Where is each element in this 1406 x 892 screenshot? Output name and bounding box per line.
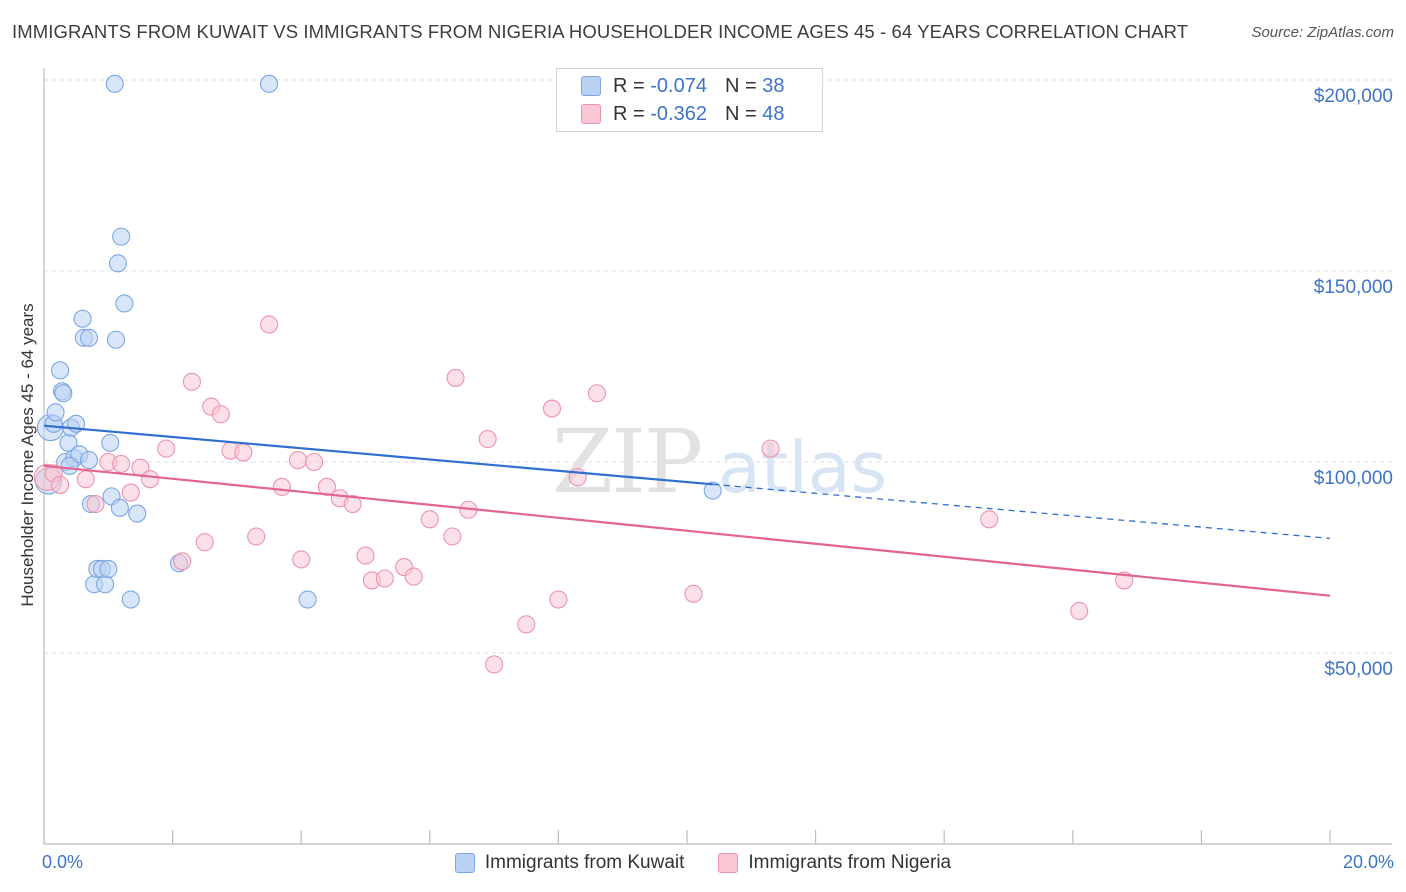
kuwait-point-20 — [96, 575, 115, 594]
nigeria-point-15 — [211, 405, 230, 424]
nigeria-n-label: N = — [724, 102, 757, 125]
kuwait-trend-line — [43, 424, 713, 486]
kuwait-point-36 — [79, 451, 99, 470]
kuwait-point-37 — [60, 456, 79, 475]
nigeria-point-39 — [542, 399, 562, 418]
nigeria-point-12 — [182, 372, 201, 391]
kuwait-n-label: N = — [724, 74, 757, 97]
nigeria-point-21 — [288, 451, 308, 470]
nigeria-point-32 — [420, 510, 439, 529]
nigeria-legend-swatch — [718, 853, 739, 873]
nigeria-point-17 — [234, 443, 253, 462]
nigeria-point-44 — [761, 439, 780, 458]
kuwait-r-value: -0.074 — [650, 74, 707, 97]
nigeria-point-27 — [356, 546, 375, 565]
nigeria-point-23 — [305, 452, 324, 472]
nigeria-point-33 — [443, 527, 462, 546]
y-tick-label-50000: $50,000 — [1324, 659, 1393, 680]
nigeria-trend-line — [43, 464, 1331, 597]
kuwait-point-34 — [298, 590, 317, 609]
legend-item-nigeria[interactable]: Immigrants from Nigeria — [718, 852, 951, 874]
nigeria-point-10 — [157, 439, 176, 458]
kuwait-point-30 — [121, 590, 140, 609]
nigeria-point-40 — [549, 590, 568, 609]
kuwait-legend-label: Immigrants from Kuwait — [484, 852, 685, 873]
nigeria-point-29 — [375, 569, 394, 588]
kuwait-point-4 — [51, 361, 70, 380]
kuwait-swatch — [581, 76, 601, 96]
nigeria-point-36 — [478, 430, 497, 449]
nigeria-point-26 — [343, 494, 362, 514]
nigeria-point-45 — [980, 510, 999, 529]
x-tick-label-min: 0.0% — [42, 852, 84, 872]
nigeria-point-31 — [404, 567, 423, 586]
kuwait-point-25 — [106, 330, 126, 349]
kuwait-n-value: 38 — [762, 74, 785, 97]
nigeria-r-label: R = — [613, 102, 645, 125]
nigeria-point-7 — [121, 483, 140, 502]
kuwait-point-31 — [128, 504, 147, 523]
kuwait-point-35 — [703, 481, 722, 500]
kuwait-point-29 — [115, 294, 134, 313]
watermark: ZIP — [552, 410, 701, 513]
nigeria-point-19 — [259, 315, 279, 334]
x-tick-label-max: 20.0% — [1342, 852, 1394, 872]
kuwait-point-26 — [108, 254, 127, 273]
nigeria-point-9 — [141, 470, 160, 489]
nigeria-point-11 — [173, 552, 192, 571]
nigeria-point-38 — [517, 615, 536, 634]
kuwait-point-28 — [112, 227, 131, 246]
nigeria-point-43 — [684, 584, 703, 603]
legend-row-nigeria: R = -0.362 N = 48 — [581, 100, 784, 128]
y-tick-label-200000: $200,000 — [1313, 86, 1393, 107]
nigeria-point-18 — [247, 527, 266, 546]
nigeria-point-4 — [86, 494, 105, 514]
kuwait-point-24 — [105, 74, 124, 93]
kuwait-point-6 — [54, 384, 73, 403]
nigeria-r-value: -0.362 — [650, 102, 707, 125]
y-tick-label-150000: $150,000 — [1313, 277, 1393, 298]
nigeria-point-34 — [446, 368, 465, 388]
kuwait-r-label: R = — [613, 74, 645, 97]
watermark-atlas: atlas — [718, 427, 887, 509]
nigeria-point-2 — [51, 475, 70, 494]
y-tick-label-100000: $100,000 — [1313, 468, 1393, 489]
nigeria-point-22 — [292, 550, 311, 569]
nigeria-point-42 — [587, 384, 607, 403]
kuwait-point-3 — [46, 403, 65, 422]
kuwait-point-21 — [99, 559, 118, 579]
nigeria-point-3 — [76, 470, 95, 489]
nigeria-point-46 — [1070, 601, 1089, 621]
nigeria-swatch — [581, 104, 601, 124]
correlation-legend: R = -0.074 N = 38 R = -0.362 N = 48 — [556, 68, 823, 132]
kuwait-legend-swatch — [454, 853, 475, 873]
kuwait-point-15 — [79, 328, 99, 347]
kuwait-point-13 — [73, 309, 92, 328]
kuwait-point-27 — [110, 498, 129, 517]
legend-item-kuwait[interactable]: Immigrants from Kuwait — [454, 852, 685, 874]
nigeria-point-20 — [272, 477, 291, 496]
kuwait-trend-line-dashed — [712, 483, 1331, 540]
nigeria-point-37 — [485, 655, 504, 674]
kuwait-point-33 — [259, 74, 279, 93]
legend-row-kuwait: R = -0.074 N = 38 — [581, 72, 784, 100]
nigeria-point-13 — [195, 533, 214, 552]
source-label: Source: ZipAtlas.com — [1251, 24, 1394, 41]
chart-title: IMMIGRANTS FROM KUWAIT VS IMMIGRANTS FRO… — [12, 21, 1189, 42]
nigeria-n-value: 48 — [762, 102, 785, 125]
series-legend: Immigrants from Kuwait Immigrants from N… — [0, 852, 1406, 874]
nigeria-legend-label: Immigrants from Nigeria — [748, 852, 952, 873]
kuwait-point-22 — [101, 433, 120, 452]
nigeria-point-6 — [112, 454, 131, 473]
